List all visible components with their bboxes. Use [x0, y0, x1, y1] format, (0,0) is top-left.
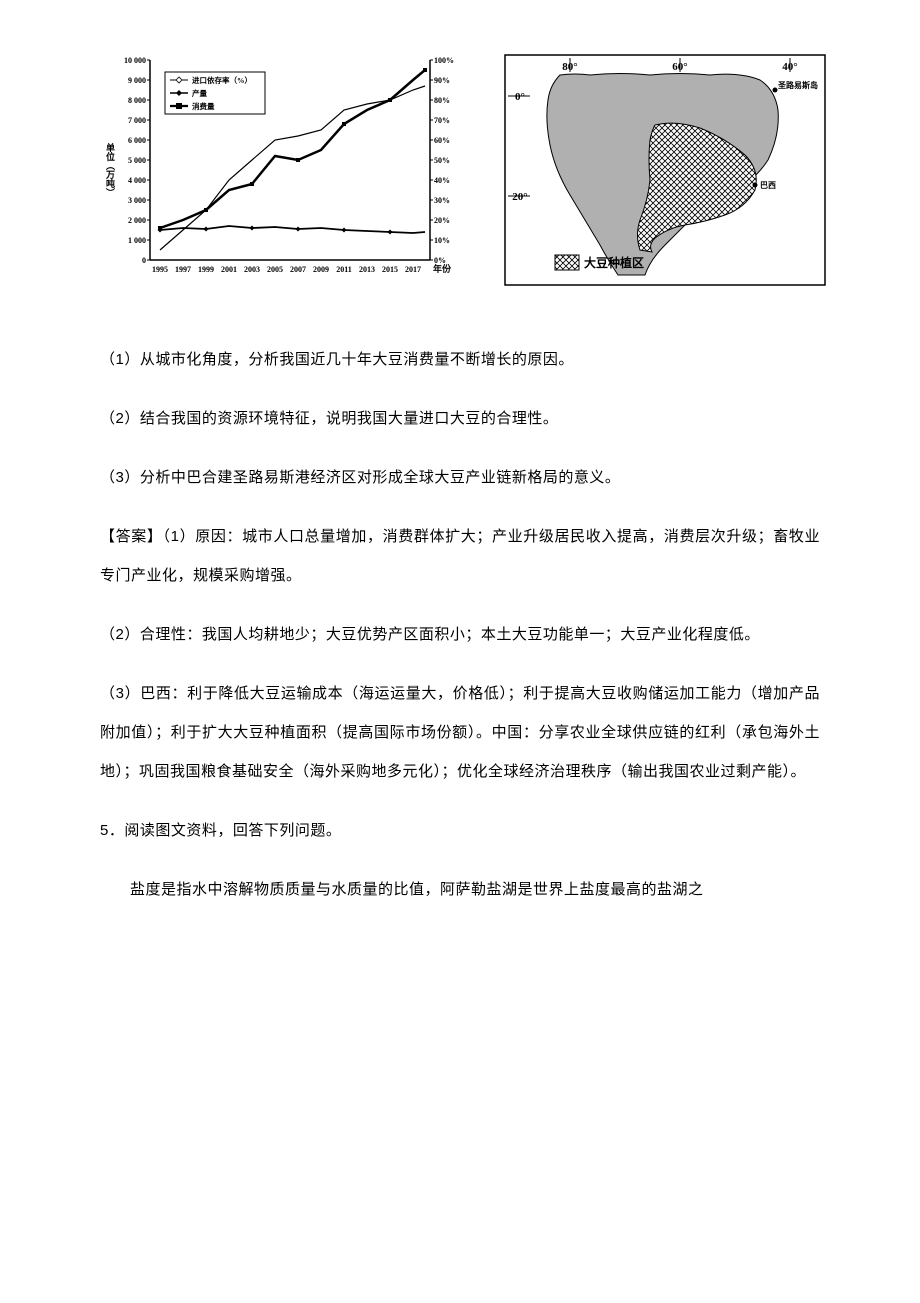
svg-text:5 000: 5 000: [128, 156, 146, 165]
svg-text:4 000: 4 000: [128, 176, 146, 185]
map-legend: 大豆种植区: [555, 255, 644, 270]
svg-text:0: 0: [142, 256, 146, 265]
svg-text:年份: 年份: [433, 263, 452, 274]
svg-text:2015: 2015: [382, 265, 398, 274]
svg-text:50%: 50%: [434, 156, 450, 165]
svg-text:8 000: 8 000: [128, 96, 146, 105]
svg-text:1 000: 1 000: [128, 236, 146, 245]
svg-text:80%: 80%: [434, 96, 450, 105]
svg-text:2003: 2003: [244, 265, 260, 274]
svg-text:2009: 2009: [313, 265, 329, 274]
chart-legend: 进口依存率（%） 产量 消费量: [165, 72, 265, 114]
figures-row: 0 1 000 2 000 3 000 4 000 5 000 6 000 7 …: [100, 50, 820, 290]
svg-text:进口依存率（%）: 进口依存率（%）: [192, 75, 252, 85]
answer-2: （2）合理性：我国人均耕地少；大豆优势产区面积小；本土大豆功能单一；大豆产业化程…: [100, 615, 820, 654]
question-1: （1）从城市化角度，分析我国近几十年大豆消费量不断增长的原因。: [100, 340, 820, 379]
question-3: （3）分析中巴合建圣路易斯港经济区对形成全球大豆产业链新格局的意义。: [100, 458, 820, 497]
svg-text:单位（万吨）: 单位（万吨）: [105, 142, 116, 197]
answer-3: （3）巴西：利于降低大豆运输成本（海运运量大，价格低）；利于提高大豆收购储运加工…: [100, 674, 820, 791]
svg-text:20°: 20°: [512, 191, 527, 203]
question-2: （2）结合我国的资源环境特征，说明我国大量进口大豆的合理性。: [100, 399, 820, 438]
svg-text:20%: 20%: [434, 216, 450, 225]
next-question-number: 5．阅读图文资料，回答下列问题。: [100, 811, 820, 850]
svg-text:2005: 2005: [267, 265, 283, 274]
svg-text:9 000: 9 000: [128, 76, 146, 85]
next-question-intro: 盐度是指水中溶解物质质量与水质量的比值，阿萨勒盐湖是世界上盐度最高的盐湖之: [100, 870, 820, 909]
svg-text:2 000: 2 000: [128, 216, 146, 225]
svg-text:70%: 70%: [434, 116, 450, 125]
svg-text:消费量: 消费量: [192, 101, 215, 111]
svg-text:6 000: 6 000: [128, 136, 146, 145]
svg-text:2001: 2001: [221, 265, 237, 274]
svg-text:圣路易斯岛: 圣路易斯岛: [777, 80, 818, 90]
svg-text:1997: 1997: [175, 265, 191, 274]
line-chart: 0 1 000 2 000 3 000 4 000 5 000 6 000 7 …: [100, 50, 480, 290]
svg-text:2011: 2011: [336, 265, 352, 274]
svg-text:90%: 90%: [434, 76, 450, 85]
svg-text:3 000: 3 000: [128, 196, 146, 205]
svg-text:10 000: 10 000: [124, 56, 146, 65]
answer-1: 【答案】（1）原因：城市人口总量增加，消费群体扩大；产业升级居民收入提高，消费层…: [100, 517, 820, 595]
svg-text:7 000: 7 000: [128, 116, 146, 125]
svg-text:40%: 40%: [434, 176, 450, 185]
svg-text:10%: 10%: [434, 236, 450, 245]
svg-text:30%: 30%: [434, 196, 450, 205]
svg-text:2013: 2013: [359, 265, 375, 274]
svg-text:60%: 60%: [434, 136, 450, 145]
svg-text:2017: 2017: [405, 265, 421, 274]
svg-text:大豆种植区: 大豆种植区: [584, 255, 644, 270]
svg-text:产量: 产量: [192, 88, 207, 98]
svg-text:2007: 2007: [290, 265, 306, 274]
svg-text:100%: 100%: [434, 56, 454, 65]
svg-text:1995: 1995: [152, 265, 168, 274]
south-america-map: 80° 60° 40° 0° 20° 圣路易斯岛 巴西: [500, 50, 830, 290]
svg-text:巴西: 巴西: [760, 181, 776, 190]
svg-text:0°: 0°: [515, 91, 525, 103]
svg-text:1999: 1999: [198, 265, 214, 274]
